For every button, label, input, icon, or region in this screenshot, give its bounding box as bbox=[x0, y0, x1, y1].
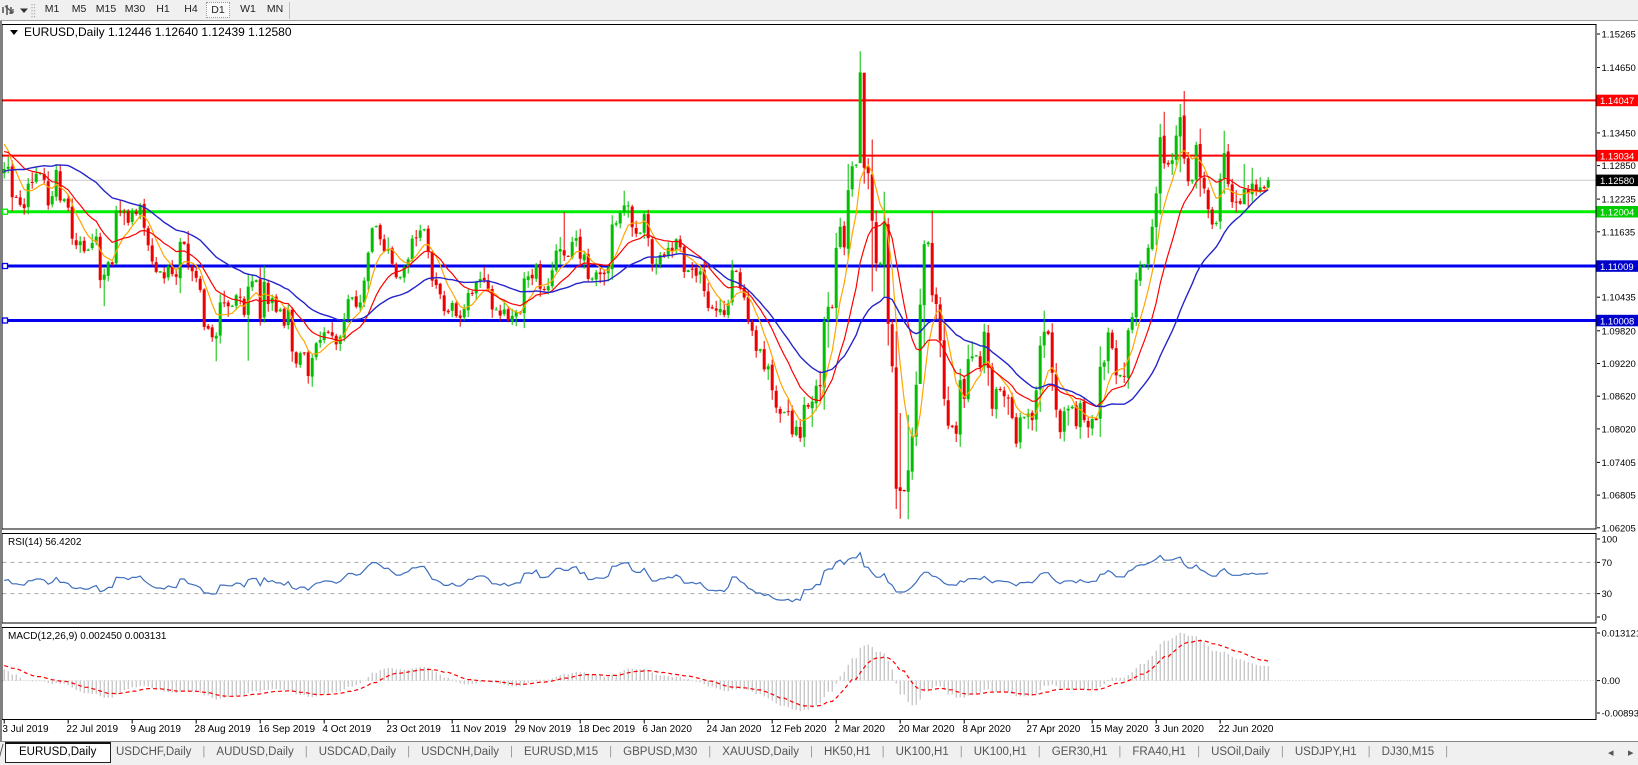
svg-text:6 Jan 2020: 6 Jan 2020 bbox=[642, 724, 692, 735]
svg-text:28 Aug 2019: 28 Aug 2019 bbox=[194, 724, 251, 735]
svg-text:1.13450: 1.13450 bbox=[1602, 128, 1636, 139]
svg-text:1.06805: 1.06805 bbox=[1602, 491, 1636, 502]
svg-text:1.09220: 1.09220 bbox=[1602, 359, 1636, 370]
svg-text:9 Aug 2019: 9 Aug 2019 bbox=[130, 724, 181, 735]
svg-text:3 Jun 2020: 3 Jun 2020 bbox=[1154, 724, 1204, 735]
svg-text:12 Feb 2020: 12 Feb 2020 bbox=[770, 724, 827, 735]
svg-text:70: 70 bbox=[1602, 558, 1613, 569]
svg-text:1.10435: 1.10435 bbox=[1602, 293, 1636, 304]
svg-text:-0.00893: -0.00893 bbox=[1602, 709, 1638, 720]
svg-text:23 Oct 2019: 23 Oct 2019 bbox=[386, 724, 441, 735]
svg-text:1.12235: 1.12235 bbox=[1602, 195, 1636, 206]
svg-text:EURUSD,Daily 1.12446 1.12640: EURUSD,Daily 1.12446 1.12640 1.12439 1.1… bbox=[24, 25, 292, 39]
svg-text:MACD(12,26,9) 0.002450 0.00313: MACD(12,26,9) 0.002450 0.003131 bbox=[8, 631, 167, 642]
svg-text:1.08020: 1.08020 bbox=[1602, 424, 1636, 435]
svg-text:20 Mar 2020: 20 Mar 2020 bbox=[898, 724, 955, 735]
svg-text:27 Apr 2020: 27 Apr 2020 bbox=[1026, 724, 1080, 735]
svg-text:1.12850: 1.12850 bbox=[1602, 161, 1636, 172]
svg-text:1.12580: 1.12580 bbox=[1600, 176, 1634, 187]
svg-text:3 Jul 2019: 3 Jul 2019 bbox=[2, 724, 49, 735]
svg-text:29 Nov 2019: 29 Nov 2019 bbox=[514, 724, 571, 735]
svg-text:1.12004: 1.12004 bbox=[1600, 208, 1634, 219]
svg-text:1.10008: 1.10008 bbox=[1600, 316, 1634, 327]
svg-text:1.14047: 1.14047 bbox=[1600, 96, 1634, 107]
svg-text:1.09820: 1.09820 bbox=[1602, 326, 1636, 337]
svg-text:22 Jul 2019: 22 Jul 2019 bbox=[66, 724, 118, 735]
svg-text:1.14650: 1.14650 bbox=[1602, 63, 1636, 74]
svg-text:18 Dec 2019: 18 Dec 2019 bbox=[578, 724, 635, 735]
svg-text:30: 30 bbox=[1602, 589, 1613, 600]
svg-text:16 Sep 2019: 16 Sep 2019 bbox=[258, 724, 315, 735]
svg-text:22 Jun 2020: 22 Jun 2020 bbox=[1218, 724, 1273, 735]
svg-text:11 Nov 2019: 11 Nov 2019 bbox=[450, 724, 506, 735]
svg-text:1.06205: 1.06205 bbox=[1602, 523, 1636, 534]
svg-text:0.00: 0.00 bbox=[1602, 676, 1621, 687]
svg-text:4 Oct 2019: 4 Oct 2019 bbox=[322, 724, 371, 735]
svg-text:1.11635: 1.11635 bbox=[1602, 227, 1636, 238]
svg-text:15 May 2020: 15 May 2020 bbox=[1090, 724, 1148, 735]
svg-text:24 Jan 2020: 24 Jan 2020 bbox=[706, 724, 761, 735]
svg-text:RSI(14) 56.4202: RSI(14) 56.4202 bbox=[8, 537, 82, 548]
svg-text:1.11009: 1.11009 bbox=[1600, 262, 1634, 273]
svg-text:0.013121: 0.013121 bbox=[1602, 629, 1638, 640]
svg-text:0: 0 bbox=[1602, 613, 1607, 624]
svg-text:2 Mar 2020: 2 Mar 2020 bbox=[834, 724, 885, 735]
svg-text:1.07405: 1.07405 bbox=[1602, 458, 1636, 469]
svg-text:100: 100 bbox=[1602, 535, 1618, 546]
svg-text:1.13034: 1.13034 bbox=[1600, 151, 1634, 162]
svg-text:1.15265: 1.15265 bbox=[1602, 30, 1636, 41]
svg-text:8 Apr 2020: 8 Apr 2020 bbox=[962, 724, 1011, 735]
svg-text:1.08620: 1.08620 bbox=[1602, 392, 1636, 403]
